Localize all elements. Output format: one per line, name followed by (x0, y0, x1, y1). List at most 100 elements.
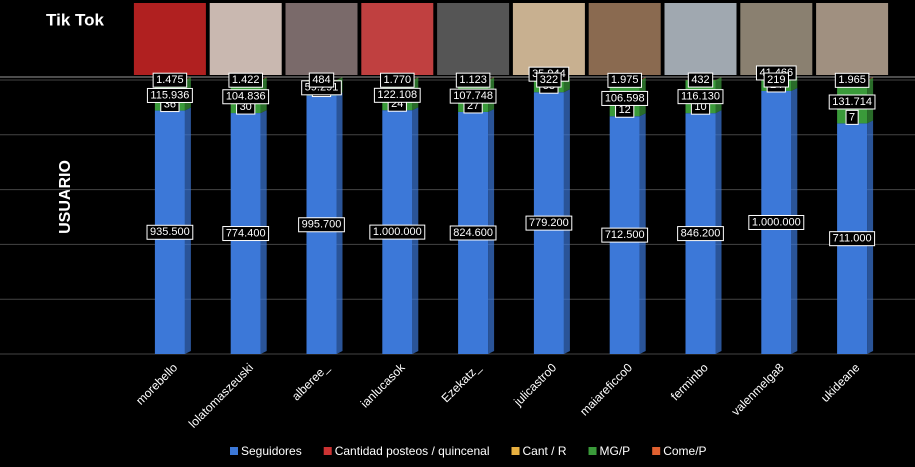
data-label: 12 (615, 102, 635, 118)
data-label-text: 7 (849, 111, 855, 123)
data-label: 1.965 (834, 72, 870, 88)
data-label-text: 432 (691, 74, 709, 86)
bar-side (791, 77, 798, 91)
data-label-box (308, 72, 335, 88)
data-label-text: 935.500 (150, 226, 190, 238)
profile-photo (816, 3, 889, 75)
data-label-box (146, 224, 194, 240)
data-label: 131.714 (828, 94, 876, 110)
data-label-text: 131.714 (832, 96, 872, 108)
data-label-text: 1.975 (611, 74, 639, 86)
profile-photo (664, 3, 737, 75)
data-label: 106.598 (601, 90, 649, 106)
data-label: 935.500 (146, 224, 194, 240)
data-label: 1.000.000 (369, 224, 426, 240)
profile-photo (361, 3, 434, 75)
data-label-text: 779.200 (529, 217, 569, 229)
data-label: 846.200 (677, 226, 724, 242)
legend-swatch (652, 447, 661, 455)
data-label: 122.108 (373, 87, 421, 103)
data-label-box (369, 224, 426, 240)
data-label-text: 322 (540, 74, 558, 86)
data-label-box (228, 72, 263, 88)
data-label-text: 1.000.000 (373, 226, 422, 238)
legend-label: MG/P (600, 444, 631, 458)
data-label-text: 104.836 (226, 91, 266, 103)
data-label-box (152, 72, 188, 88)
data-label: 484 (308, 72, 335, 88)
data-label-text: 774.400 (226, 227, 266, 239)
data-label: 1.770 (380, 72, 415, 88)
data-label: 774.400 (222, 226, 270, 242)
bar-side (791, 87, 798, 91)
data-label: 7 (845, 109, 859, 125)
data-label-box (222, 89, 270, 105)
legend-swatch (230, 447, 238, 455)
legend-label: Come/P (663, 444, 706, 458)
data-label: 824.600 (449, 225, 497, 241)
data-label-box (763, 72, 789, 88)
data-label-text: 1.965 (838, 74, 866, 86)
bar-side (715, 110, 722, 114)
data-label: 1.000.000 (748, 214, 805, 230)
bar-side (639, 113, 646, 117)
data-label: 107.748 (449, 88, 497, 104)
chart-title: Tik Tok (46, 10, 104, 29)
data-label-box (677, 226, 724, 242)
data-label-text: 116.130 (681, 91, 720, 103)
legend-label: Seguidores (241, 444, 302, 458)
data-label: 712.500 (601, 227, 649, 243)
legend-label: Cantidad posteos / quincenal (335, 444, 490, 458)
data-label-box (601, 90, 649, 106)
data-label-text: 995.700 (302, 219, 342, 231)
bar-side (488, 108, 495, 112)
data-label: 104.836 (222, 89, 270, 105)
data-label: 779.200 (525, 215, 573, 231)
data-label-text: 12 (619, 104, 631, 116)
data-label-text: 122.108 (377, 89, 417, 101)
data-label-box (298, 217, 345, 233)
bar-side (184, 107, 191, 111)
data-label: 219 (763, 72, 789, 88)
bar-side (715, 77, 722, 81)
data-label-box (601, 227, 649, 243)
profile-photo (209, 3, 282, 75)
data-label: 432 (687, 72, 714, 88)
data-label: 1.975 (607, 72, 642, 88)
data-label-box (146, 87, 193, 103)
data-label-box (607, 72, 642, 88)
data-label: 116.130 (677, 89, 724, 105)
profile-photos (133, 3, 889, 75)
data-label-box (222, 226, 270, 242)
bar-side (412, 107, 419, 111)
data-label-box (677, 89, 724, 105)
data-label: 1.422 (228, 72, 263, 88)
data-label-box (455, 72, 491, 88)
data-label: 115.936 (146, 87, 193, 103)
data-label: 711.000 (829, 231, 876, 247)
profile-photo (588, 3, 661, 75)
data-label-box (449, 225, 497, 241)
data-label: 322 (536, 72, 562, 88)
data-label-text: 846.200 (681, 227, 721, 239)
data-label: 1.475 (152, 72, 188, 88)
bar-side (867, 120, 874, 124)
profile-photo (133, 3, 206, 75)
bar-side (336, 77, 343, 81)
data-label-text: 1.475 (156, 74, 184, 86)
data-label-text: 711.000 (833, 233, 872, 245)
legend-swatch (323, 447, 332, 455)
data-label-text: 115.936 (150, 89, 189, 101)
data-label-text: 484 (312, 74, 330, 86)
legend-swatch (511, 447, 520, 455)
profile-photo (285, 3, 358, 75)
data-label-text: 1.123 (459, 74, 487, 86)
data-label-text: 824.600 (453, 227, 493, 239)
data-label-box (380, 72, 415, 88)
bar-side (260, 110, 267, 114)
data-label-text: 219 (767, 74, 785, 86)
data-label-box (373, 87, 421, 103)
legend-swatch (588, 447, 597, 455)
data-label-box (829, 231, 876, 247)
